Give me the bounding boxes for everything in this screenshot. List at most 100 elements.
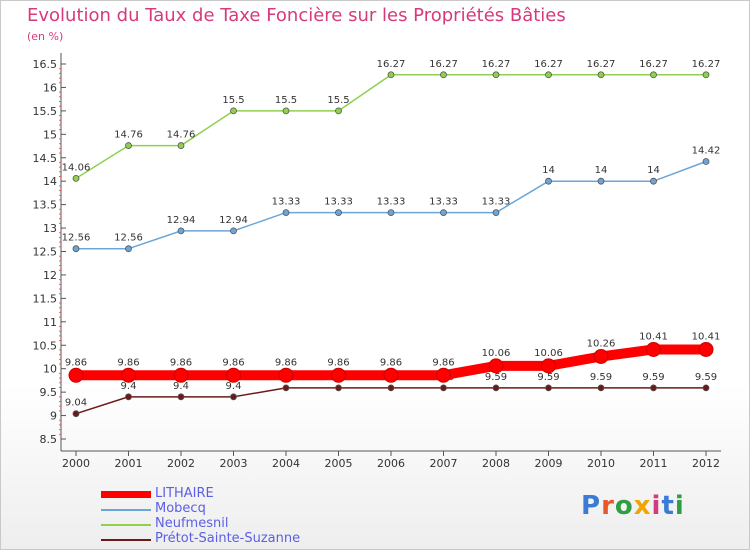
x-tick-label: 2009 [535,457,563,470]
data-point-lithaire [488,358,504,374]
y-tick-label: 9 [50,410,57,423]
legend-label: Neufmesnil [155,516,229,531]
legend-label: Mobecq [155,501,206,516]
y-tick-label: 12 [43,269,57,282]
data-point-lithaire [278,367,294,383]
data-point-lithaire [541,358,556,374]
data-label-mobecq: 13.33 [482,197,511,208]
y-tick-label: 14 [43,175,57,188]
data-label-lithaire: 9.86 [432,357,454,368]
y-tick-label: 12.5 [33,246,58,259]
data-label-mobecq: 14 [595,165,608,176]
x-tick-label: 2000 [62,457,90,470]
data-label-pr-tot-sainte-suzanne: 9.04 [65,398,87,409]
data-label-mobecq: 13.33 [377,197,406,208]
logo-letter: o [614,491,634,521]
data-label-lithaire: 10.41 [692,331,721,342]
y-tick-label: 14.5 [33,152,58,165]
data-label-neufmesnil: 15.5 [327,95,349,106]
data-label-neufmesnil: 16.27 [587,59,616,70]
data-point-lithaire [593,349,609,364]
data-label-neufmesnil: 16.27 [377,59,406,70]
y-tick-label: 13.5 [33,199,58,212]
data-point-pr-tot-sainte-suzanne [650,384,657,392]
data-label-neufmesnil: 16.27 [482,59,511,70]
legend-swatch [101,509,151,511]
logo-letter: i [651,491,662,521]
data-label-neufmesnil: 14.76 [167,130,196,141]
y-tick-label: 10 [43,363,57,376]
y-tick-label: 9.5 [40,386,58,399]
data-point-neufmesnil [702,71,710,79]
legend-swatch [101,539,151,541]
data-point-pr-tot-sainte-suzanne [492,384,500,392]
data-point-pr-tot-sainte-suzanne [545,384,552,392]
legend-label: Prétot-Sainte-Suzanne [155,531,301,546]
y-tick-label: 15 [43,128,57,141]
data-point-neufmesnil [545,71,552,79]
legend-label: LITHAIRE [155,486,214,501]
data-point-lithaire [173,367,189,383]
data-label-lithaire: 10.06 [482,348,511,359]
data-label-neufmesnil: 14.06 [62,162,91,173]
x-tick-label: 2004 [272,457,300,470]
data-point-lithaire [698,341,714,357]
data-label-lithaire: 10.06 [534,348,563,359]
data-label-mobecq: 12.56 [62,233,91,244]
data-point-mobecq [230,227,237,235]
logo-letter: t [661,491,675,521]
data-point-lithaire [436,367,451,383]
data-point-neufmesnil [650,71,657,79]
y-tick-label: 10.5 [33,339,58,352]
data-point-lithaire [383,367,399,383]
data-point-mobecq [282,209,290,216]
y-tick-label: 11.5 [33,292,58,305]
legend-swatch [101,491,151,498]
x-tick-label: 2007 [430,457,458,470]
y-unit-label: (en %) [27,30,64,43]
data-point-pr-tot-sainte-suzanne [177,393,185,401]
data-label-mobecq: 12.94 [219,215,248,226]
data-point-lithaire [226,367,241,383]
y-tick-label: 16.5 [33,58,58,71]
series-line-pr-tot-sainte-suzanne [75,387,706,415]
data-point-pr-tot-sainte-suzanne [335,384,342,392]
data-point-mobecq [177,227,185,235]
data-point-mobecq [72,245,80,253]
x-tick-label: 2001 [115,457,143,470]
data-point-neufmesnil [335,107,342,115]
y-tick-label: 16 [43,81,57,94]
data-point-neufmesnil [282,107,290,115]
data-label-mobecq: 13.33 [324,197,353,208]
data-label-lithaire: 10.26 [587,339,616,350]
x-tick-label: 2003 [220,457,248,470]
x-tick-label: 2006 [377,457,405,470]
data-point-pr-tot-sainte-suzanne [125,393,132,401]
series-line-neufmesnil [75,74,706,180]
data-point-mobecq [440,209,447,216]
data-point-pr-tot-sainte-suzanne [230,393,237,401]
data-point-mobecq [650,177,657,185]
data-point-lithaire [121,367,136,383]
x-tick-label: 2010 [587,457,615,470]
data-point-pr-tot-sainte-suzanne [282,384,290,392]
data-label-lithaire: 9.86 [275,357,297,368]
x-tick-label: 2008 [482,457,510,470]
y-tick-label: 15.5 [33,105,58,118]
data-label-lithaire: 9.86 [65,357,87,368]
data-point-neufmesnil [177,142,185,149]
data-label-mobecq: 14 [647,165,660,176]
logo-letter: r [601,491,615,521]
data-label-neufmesnil: 16.27 [639,59,668,70]
data-point-pr-tot-sainte-suzanne [702,384,710,392]
data-label-lithaire: 10.41 [639,331,668,342]
data-label-pr-tot-sainte-suzanne: 9.4 [173,381,189,392]
data-label-neufmesnil: 15.5 [275,95,297,106]
data-point-neufmesnil [72,174,80,182]
data-label-neufmesnil: 15.5 [222,95,244,106]
data-label-mobecq: 13.33 [429,197,458,208]
data-label-mobecq: 13.33 [272,197,301,208]
chart-title: Evolution du Taux de Taxe Foncière sur l… [27,5,566,26]
